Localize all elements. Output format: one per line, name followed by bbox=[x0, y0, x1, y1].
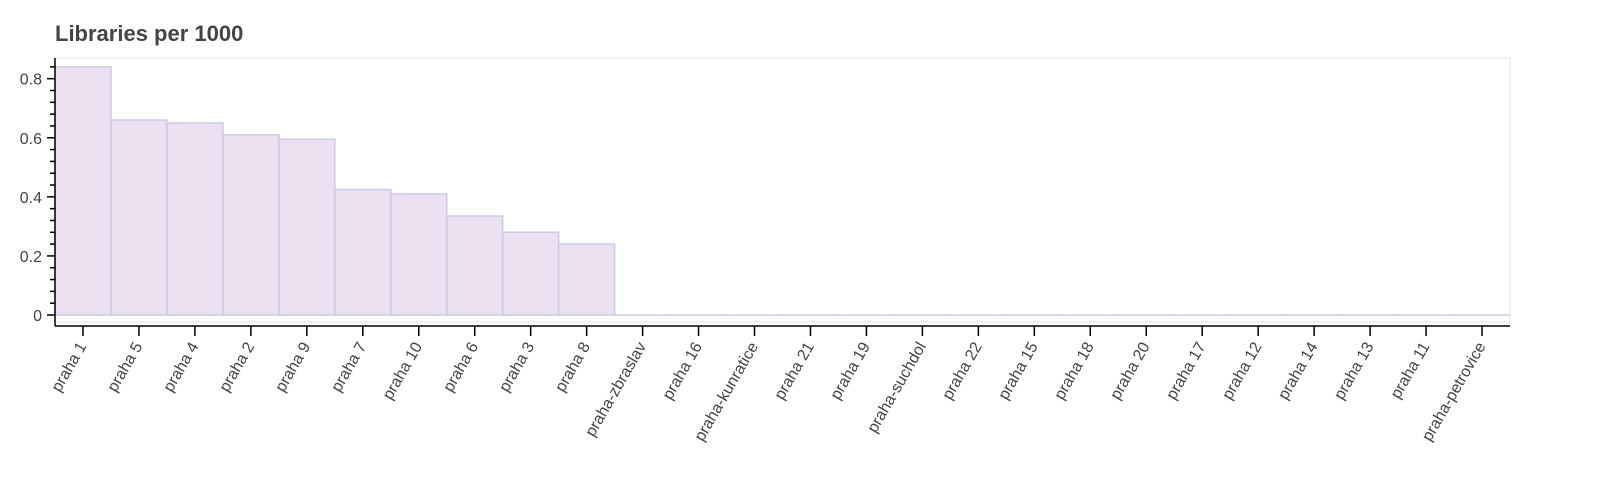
y-tick-label: 0.4 bbox=[20, 190, 42, 207]
bars-group bbox=[54, 66, 1511, 316]
x-tick-label: praha 14 bbox=[1275, 339, 1321, 402]
y-tick-label: 0.6 bbox=[20, 131, 42, 148]
chart-title: Libraries per 1000 bbox=[55, 21, 243, 46]
x-tick-label: praha 10 bbox=[380, 339, 426, 402]
x-tick-label: praha 20 bbox=[1107, 339, 1153, 402]
x-tick-label: praha 15 bbox=[995, 339, 1041, 402]
y-tick-label: 0.2 bbox=[20, 249, 42, 266]
x-axis: praha 1 praha 5 praha 4 praha 2 praha 9 praha… bbox=[49, 326, 1490, 444]
x-tick-label: praha 11 bbox=[1388, 339, 1434, 401]
x-tick-label: praha 1 bbox=[49, 339, 91, 395]
x-tick-label: praha 18 bbox=[1051, 339, 1097, 402]
bar-1 bbox=[110, 119, 168, 316]
x-tick-label: praha 19 bbox=[828, 339, 874, 402]
bar-8 bbox=[501, 231, 560, 316]
y-tick-label: 0 bbox=[33, 308, 42, 325]
x-tick-label: praha 17 bbox=[1163, 339, 1209, 402]
x-tick-label: praha-petrovice bbox=[1419, 339, 1489, 444]
y-axis: 0 0.2 0.4 0.6 0.8 bbox=[20, 66, 55, 325]
x-tick-label: praha 13 bbox=[1331, 339, 1377, 402]
x-tick-label: praha-kunratice bbox=[692, 339, 762, 444]
x-tick-label: praha 9 bbox=[272, 339, 314, 395]
bar-4 bbox=[278, 138, 336, 316]
x-tick-label: praha 21 bbox=[772, 339, 818, 402]
x-tick-label: praha-zbraslav bbox=[582, 340, 650, 440]
x-tick-label: praha 22 bbox=[940, 339, 986, 402]
bar-3 bbox=[222, 134, 280, 316]
bar-5 bbox=[334, 188, 392, 316]
x-tick-label: praha 3 bbox=[496, 339, 538, 395]
bar-7 bbox=[445, 215, 504, 316]
x-tick-label: praha 4 bbox=[161, 339, 203, 395]
bar-9 bbox=[557, 243, 616, 316]
x-tick-label: praha 6 bbox=[440, 339, 482, 395]
x-tick-label: praha 7 bbox=[328, 339, 370, 395]
y-tick-label: 0.8 bbox=[20, 72, 42, 89]
x-tick-label: praha 2 bbox=[216, 339, 258, 395]
x-tick-label: praha-suchdol bbox=[864, 339, 929, 435]
x-tick-label: praha 5 bbox=[105, 339, 147, 395]
bar-6 bbox=[390, 193, 448, 316]
x-tick-label: praha 8 bbox=[552, 339, 594, 395]
bar-0 bbox=[54, 66, 112, 316]
x-tick-label: praha 12 bbox=[1219, 339, 1265, 402]
bar-2 bbox=[166, 122, 224, 316]
x-tick-label: praha 16 bbox=[660, 339, 706, 402]
